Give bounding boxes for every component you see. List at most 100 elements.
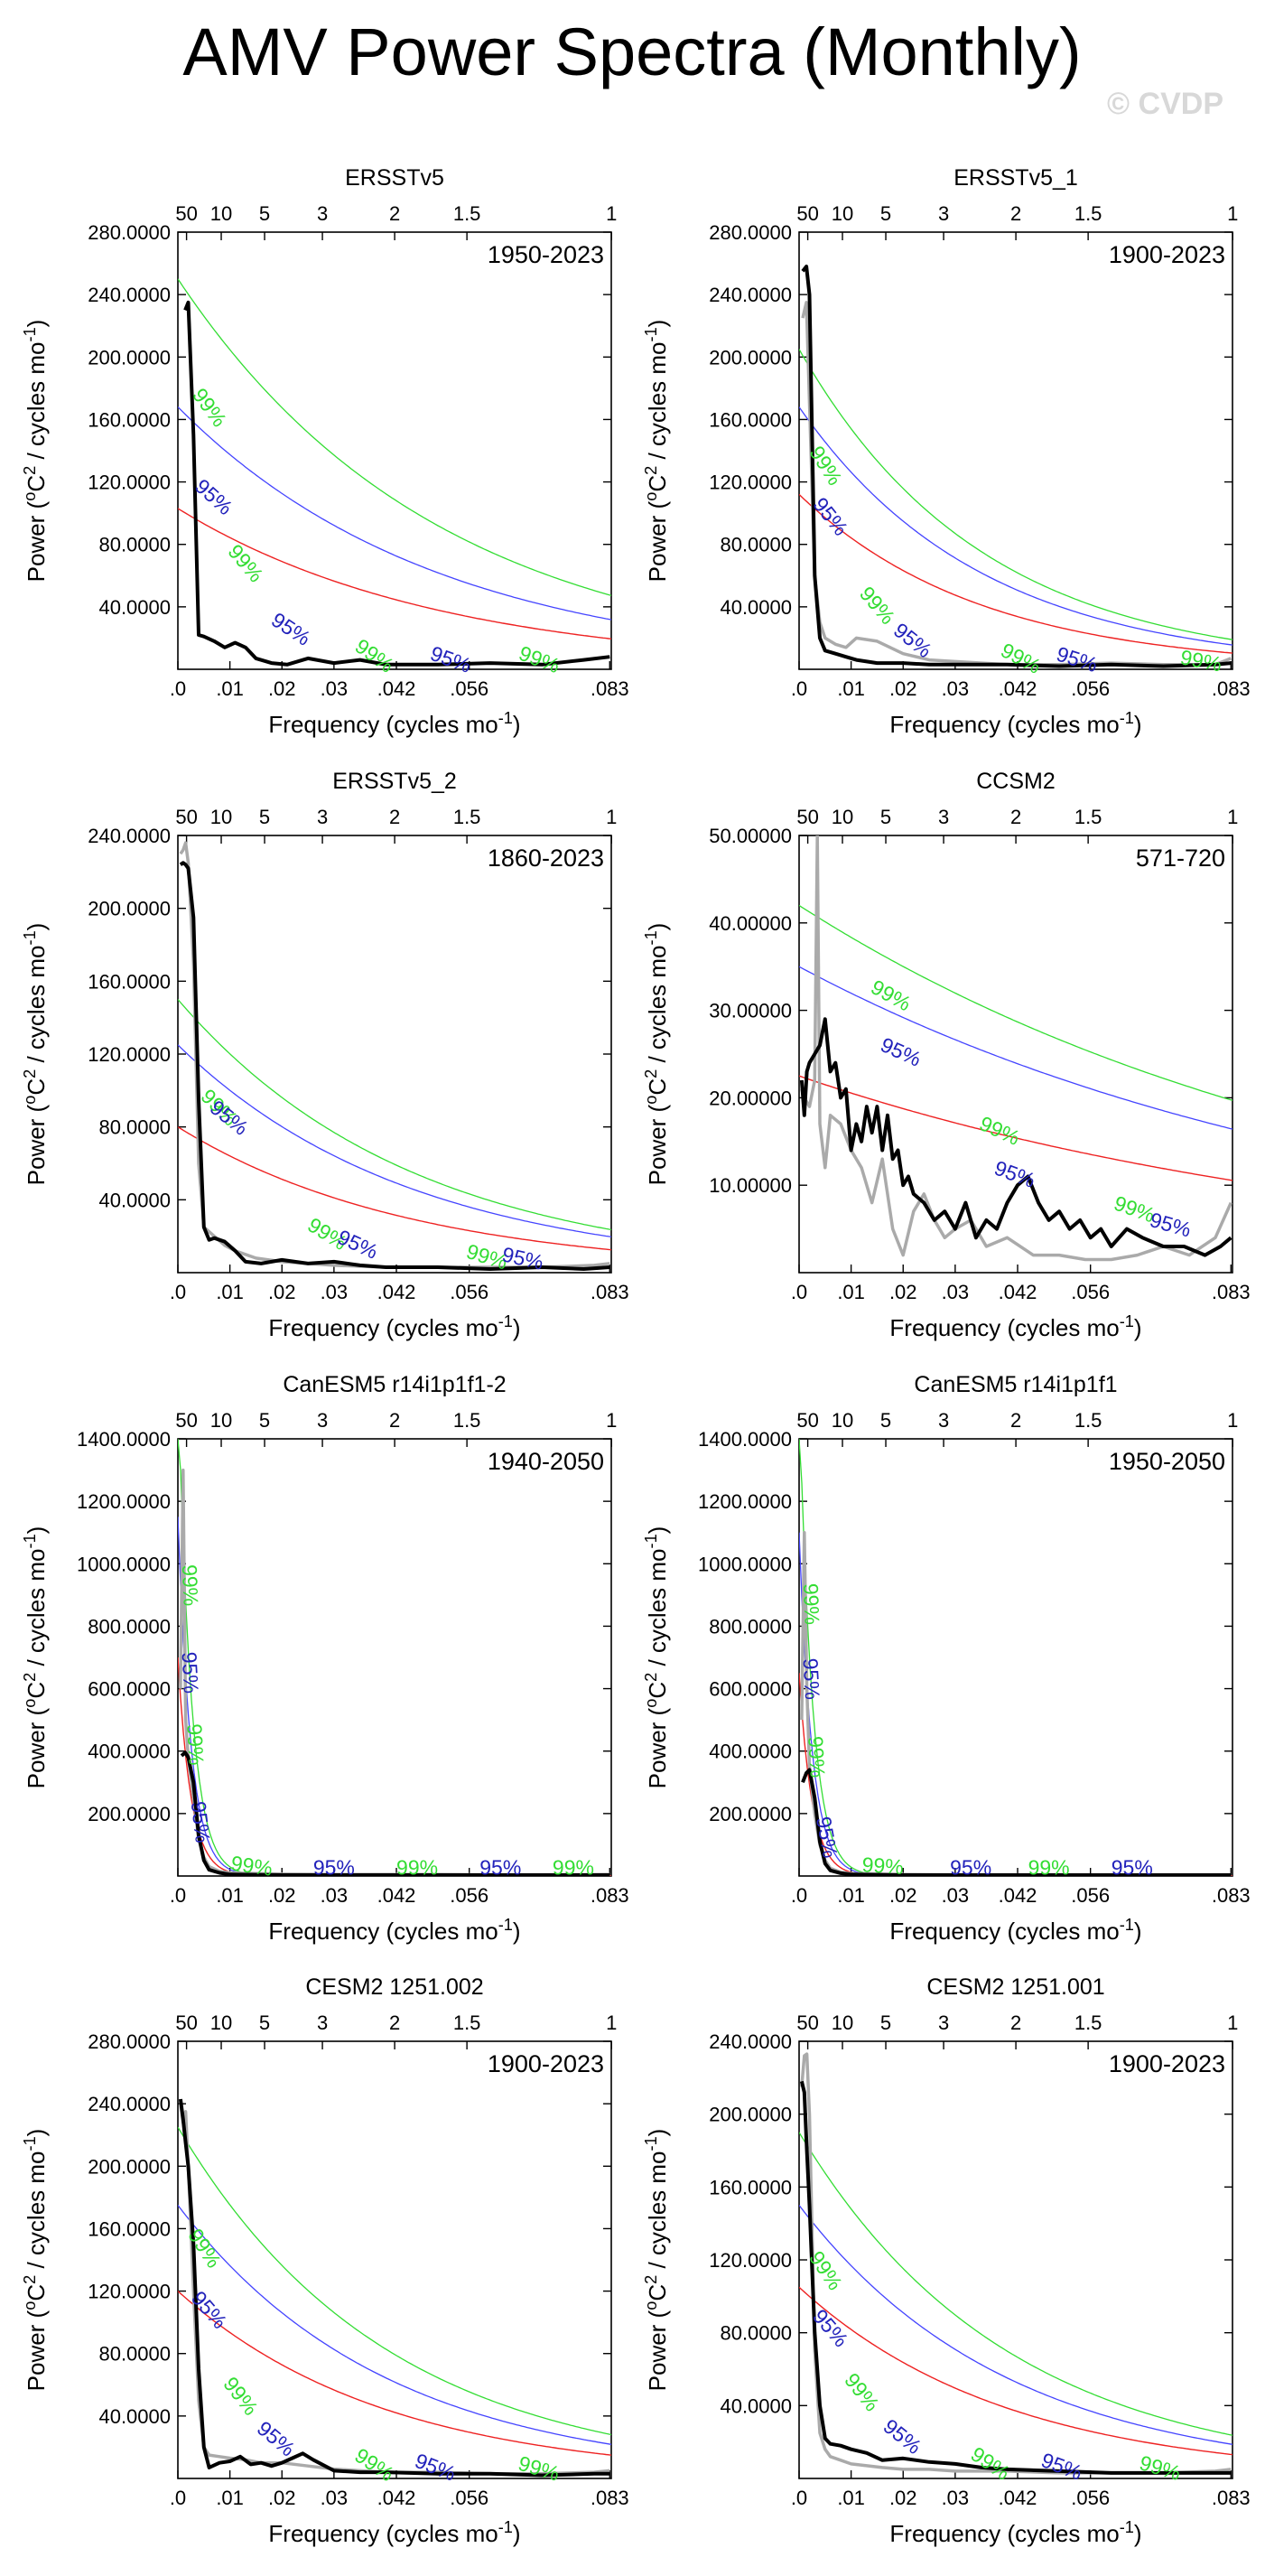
conf99-annotation: 99% bbox=[1137, 2450, 1184, 2485]
x-tick-label: .083 bbox=[591, 1281, 629, 1303]
spectrum-line bbox=[180, 1750, 610, 1876]
y-axis-label: Power (oC2 / cycles mo-1) bbox=[642, 923, 671, 1186]
y-tick-label: 30.00000 bbox=[709, 1000, 792, 1022]
y-tick-label: 120.0000 bbox=[88, 1043, 171, 1066]
x-tick-label: .056 bbox=[450, 1884, 488, 1907]
period-label: 1900-2023 bbox=[488, 2050, 604, 2077]
plot-frame bbox=[798, 835, 1233, 1274]
period-label: 571-720 bbox=[1136, 845, 1225, 872]
chart-panel-4: CanESM5 r14i1p1f1-2 1940-2050 200.0000 400.… bbox=[21, 1372, 629, 1945]
top-tick-label: 50 bbox=[175, 806, 197, 828]
y-tick-label: 80.0000 bbox=[720, 2322, 792, 2345]
x-tick-label: .01 bbox=[216, 2487, 244, 2509]
y-tick-label: 280.0000 bbox=[88, 221, 171, 244]
y-tick-label: 160.0000 bbox=[88, 970, 171, 993]
spectrum-line bbox=[179, 861, 610, 1271]
conf95-annotation: 95% bbox=[427, 641, 474, 677]
cvdp-watermark: © CVDP bbox=[1107, 87, 1223, 121]
top-tick-label: 1 bbox=[1227, 1409, 1238, 1432]
conf99-annotation: 99% bbox=[1178, 645, 1223, 676]
conf99-annotation: 99% bbox=[396, 1855, 438, 1879]
top-tick-label: 10 bbox=[210, 2011, 232, 2034]
y-tick-label: 40.00000 bbox=[709, 912, 792, 935]
conf99-curve bbox=[178, 2126, 611, 2436]
y-tick-label: 600.0000 bbox=[88, 1678, 171, 1701]
y-tick-label: 1400.0000 bbox=[77, 1428, 171, 1451]
top-tick-label: 3 bbox=[938, 806, 949, 828]
plot-frame bbox=[177, 231, 612, 670]
top-tick-label: 1 bbox=[1227, 806, 1238, 828]
conf95-annotation: 95% bbox=[1148, 1208, 1194, 1241]
x-tick-label: .056 bbox=[450, 2487, 488, 2509]
chart-panel-1: ERSSTv5_1 1900-2023 40.0000 80.0000 120.0000… bbox=[642, 165, 1251, 738]
y-tick-label: 200.0000 bbox=[88, 1803, 171, 1825]
top-tick-label: 10 bbox=[832, 2011, 853, 2034]
top-tick-label: 5 bbox=[259, 806, 270, 828]
period-label: 1900-2023 bbox=[1109, 241, 1225, 268]
top-tick-label: 2 bbox=[389, 806, 400, 828]
conf95-annotation: 95% bbox=[877, 1032, 925, 1071]
x-tick-label: .01 bbox=[216, 1281, 244, 1303]
top-tick-label: 10 bbox=[210, 202, 232, 225]
x-tick-label: .02 bbox=[889, 2487, 917, 2509]
conf99-curve bbox=[799, 349, 1232, 640]
top-tick-label: 3 bbox=[317, 806, 328, 828]
x-tick-label: .083 bbox=[591, 2487, 629, 2509]
x-tick-label: .01 bbox=[216, 1884, 244, 1907]
conf95-annotation: 95% bbox=[1054, 642, 1101, 677]
x-tick-label: .03 bbox=[942, 677, 970, 700]
x-tick-label: .03 bbox=[321, 1281, 349, 1303]
conf95-annotation: 95% bbox=[950, 1855, 991, 1879]
conf99-curve bbox=[799, 2132, 1232, 2436]
y-tick-label: 20.00000 bbox=[709, 1087, 792, 1109]
conf99-annotation: 99% bbox=[223, 540, 268, 587]
conf99-curve bbox=[178, 278, 611, 596]
x-tick-label: .02 bbox=[268, 2487, 296, 2509]
x-tick-label: .056 bbox=[1071, 1281, 1110, 1303]
curves bbox=[178, 278, 611, 667]
y-tick-label: 240.0000 bbox=[709, 2030, 792, 2053]
x-tick-label: .01 bbox=[837, 677, 865, 700]
plot-frame bbox=[177, 1438, 612, 1877]
spectrum-line bbox=[799, 2080, 1232, 2475]
x-axis-label: Frequency (cycles mo-1) bbox=[268, 2518, 520, 2547]
x-tick-label: .042 bbox=[377, 1281, 416, 1303]
y-tick-label: 160.0000 bbox=[88, 408, 171, 431]
x-tick-label: .0 bbox=[791, 677, 807, 700]
y-tick-label: 160.0000 bbox=[709, 2176, 792, 2198]
conf95-annotation: 95% bbox=[812, 1815, 842, 1860]
y-axis-label: Power (oC2 / cycles mo-1) bbox=[21, 923, 50, 1186]
x-tick-label: .083 bbox=[1212, 2487, 1251, 2509]
y-axis-label: Power (oC2 / cycles mo-1) bbox=[21, 320, 50, 583]
top-tick-label: 1.5 bbox=[453, 806, 481, 828]
top-tick-label: 3 bbox=[317, 2011, 328, 2034]
y-tick-label: 280.0000 bbox=[709, 221, 792, 244]
top-tick-label: 50 bbox=[175, 1409, 197, 1432]
x-axis-label: Frequency (cycles mo-1) bbox=[889, 1312, 1141, 1341]
y-tick-label: 400.0000 bbox=[88, 1741, 171, 1763]
y-tick-label: 200.0000 bbox=[709, 1803, 792, 1825]
conf99-annotation: 99% bbox=[861, 1853, 905, 1879]
x-axis-label: Frequency (cycles mo-1) bbox=[889, 1916, 1141, 1945]
y-axis-label: Power (oC2 / cycles mo-1) bbox=[642, 1526, 671, 1789]
conf99-annotation: 99% bbox=[219, 2373, 263, 2420]
y-tick-label: 240.0000 bbox=[88, 825, 171, 847]
y-tick-label: 600.0000 bbox=[709, 1678, 792, 1701]
curves bbox=[178, 1439, 611, 1876]
y-tick-label: 80.0000 bbox=[720, 534, 792, 556]
top-tick-label: 1 bbox=[1227, 2011, 1238, 2034]
red-noise-curve bbox=[178, 508, 611, 639]
chart-panel-6: CESM2 1251.0021900-202340.000080.0000120… bbox=[21, 1974, 629, 2547]
top-tick-label: 1 bbox=[606, 202, 617, 225]
x-tick-label: .03 bbox=[321, 677, 349, 700]
y-tick-label: 40.0000 bbox=[98, 2405, 171, 2428]
top-tick-label: 50 bbox=[796, 1409, 818, 1432]
x-tick-label: .01 bbox=[837, 2487, 865, 2509]
y-tick-label: 160.0000 bbox=[709, 408, 792, 431]
curves bbox=[799, 1439, 1232, 1876]
x-tick-label: .01 bbox=[216, 677, 244, 700]
top-tick-label: 1.5 bbox=[1074, 1409, 1102, 1432]
x-tick-label: .056 bbox=[1071, 677, 1110, 700]
panel-title: CESM2 1251.001 bbox=[926, 1974, 1104, 2000]
